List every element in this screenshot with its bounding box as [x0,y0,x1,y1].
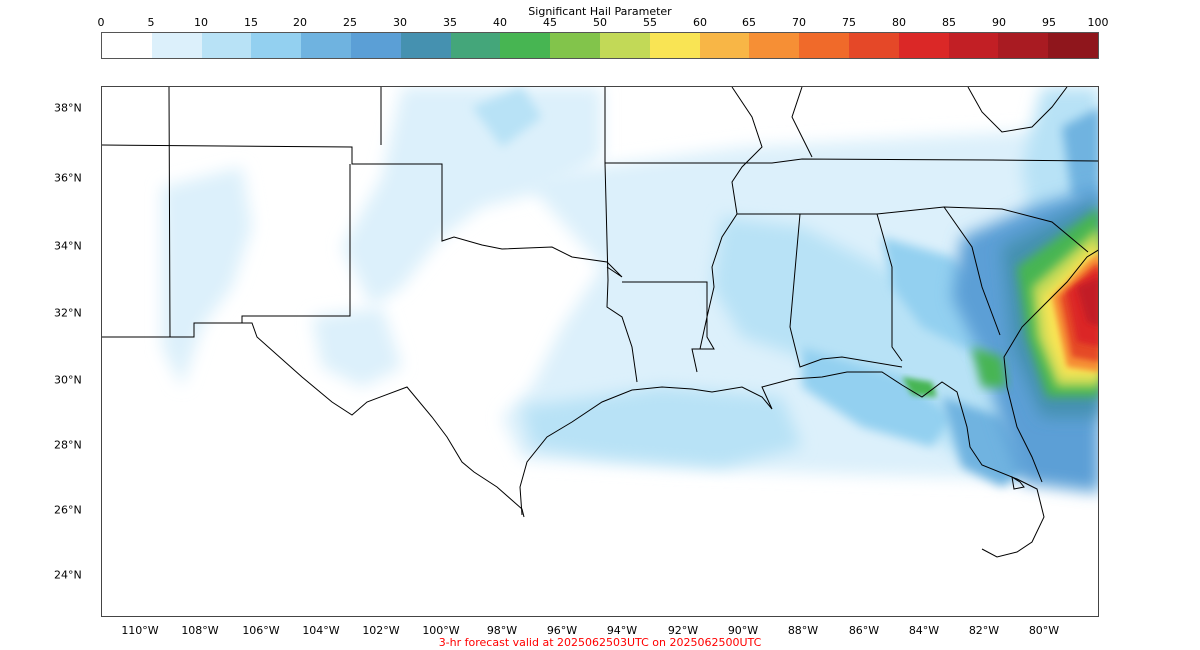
colorbar-segment [251,33,302,58]
longitude-label: 108°W [181,624,219,637]
colorbar-tick: 70 [792,16,806,29]
longitude-label: 94°W [606,624,638,637]
colorbar-tick: 80 [892,16,906,29]
colorbar-tick: 85 [942,16,956,29]
longitude-label: 106°W [242,624,280,637]
colorbar-segment [699,33,750,58]
colorbar-tick: 5 [147,16,155,29]
border-line [800,213,903,362]
colorbar [101,32,1099,59]
latitude-label: 28°N [54,438,82,452]
colorbar-tick: 35 [443,16,457,29]
colorbar-tick: 100 [1087,16,1109,29]
map-panel [101,86,1099,617]
colorbar-segment [799,33,849,58]
latitude-label: 36°N [54,171,82,185]
longitude-label: 90°W [727,624,759,637]
colorbar-tick: 40 [493,16,507,29]
colorbar-segment [649,33,700,58]
colorbar-title: Significant Hail Parameter [528,5,672,18]
forecast-caption: 3-hr forecast valid at 2025062503UTC on … [438,636,762,649]
colorbar-tick: 45 [543,16,557,29]
border-line [876,206,1089,253]
colorbar-tick: 60 [693,16,707,29]
colorbar-tick: 55 [643,16,657,29]
longitude-label: 110°W [121,624,159,637]
border-line [102,144,623,278]
colorbar-segment [301,33,351,58]
coastline [519,371,1045,558]
longitude-label: 88°W [787,624,819,637]
colorbar-tick: 20 [293,16,307,29]
colorbar-tick: 75 [842,16,856,29]
colorbar-tick: 95 [1042,16,1056,29]
hail-field-high [902,187,1098,492]
colorbar-tick: 30 [393,16,407,29]
boundaries [102,87,1098,558]
colorbar-tick: 0 [97,16,105,29]
border-line [196,322,525,518]
latitude-label: 38°N [54,101,82,115]
longitude-label: 84°W [908,624,940,637]
longitude-label: 96°W [546,624,578,637]
colorbar-segment [599,33,650,58]
latitude-label: 24°N [54,568,82,582]
latitude-label: 32°N [54,306,82,320]
longitude-label: 104°W [302,624,340,637]
longitude-label: 82°W [968,624,1000,637]
colorbar-tick: 25 [343,16,357,29]
coastline [1003,249,1098,483]
longitude-label: 98°W [486,624,518,637]
lake-okeechobee [1011,475,1025,490]
latitude-label: 30°N [54,373,82,387]
colorbar-segment [102,33,152,58]
border-line [943,206,1001,336]
colorbar-tick: 10 [194,16,208,29]
latitude-label: 26°N [54,503,82,517]
river-line [791,87,813,158]
border-line [622,281,715,373]
border-line [967,87,1068,133]
latitude-label: 34°N [54,239,82,253]
colorbar-tick: 50 [593,16,607,29]
longitude-label: 92°W [667,624,699,637]
colorbar-segment [350,33,401,58]
colorbar-segment [550,33,600,58]
longitude-label: 100°W [422,624,460,637]
colorbar-segment [201,33,252,58]
longitude-label: 102°W [362,624,400,637]
colorbar-segment [848,33,899,58]
border-line [605,158,1098,164]
colorbar-segment [400,33,451,58]
colorbar-tick: 15 [244,16,258,29]
colorbar-tick: 65 [742,16,756,29]
colorbar-segment [749,33,800,58]
river-line [699,87,763,350]
colorbar-segment [151,33,202,58]
colorbar-segment [500,33,551,58]
colorbar-segment [948,33,999,58]
longitude-label: 86°W [848,624,880,637]
map-svg [102,87,1098,558]
colorbar-segment [450,33,501,58]
colorbar-segment [898,33,949,58]
colorbar-segment [1048,33,1098,58]
colorbar-tick: 90 [992,16,1006,29]
colorbar-segment [998,33,1049,58]
longitude-label: 80°W [1028,624,1060,637]
